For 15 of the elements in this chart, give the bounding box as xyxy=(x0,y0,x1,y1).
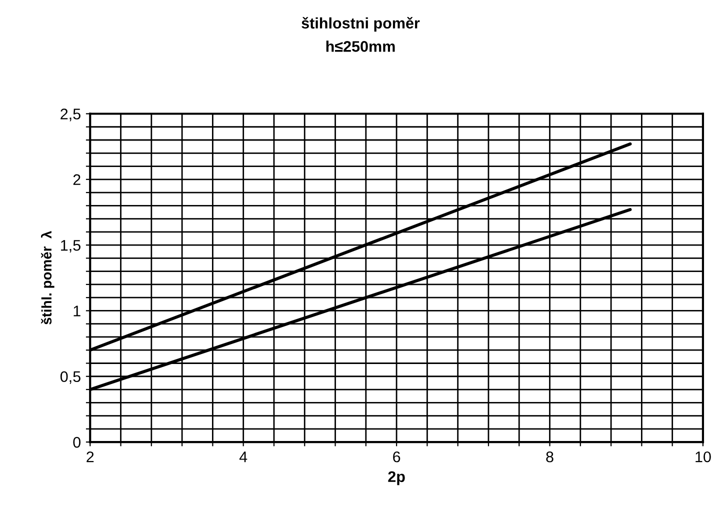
y-tick-label: 1 xyxy=(74,306,80,316)
y-tick-label: 0 xyxy=(73,436,80,448)
x-axis-title: 2p xyxy=(388,471,405,486)
y-tick-label: 1,5 xyxy=(61,240,80,253)
x-tick-label: 4 xyxy=(239,452,248,462)
chart-title: štihlostni poměr xyxy=(302,17,420,32)
y-axis-title: štihl. poměr λ xyxy=(41,231,54,324)
chart-subtitle: h≤250mm xyxy=(326,40,395,52)
x-tick-label: 6 xyxy=(393,451,400,462)
x-tick-label: 10 xyxy=(696,451,711,462)
y-tick-label: 2,5 xyxy=(60,108,80,122)
y-tick-label: 0,5 xyxy=(60,371,80,384)
x-tick-label: 8 xyxy=(546,451,554,462)
y-tick-label: 2 xyxy=(73,174,80,185)
x-tick-label: 2 xyxy=(86,451,94,462)
